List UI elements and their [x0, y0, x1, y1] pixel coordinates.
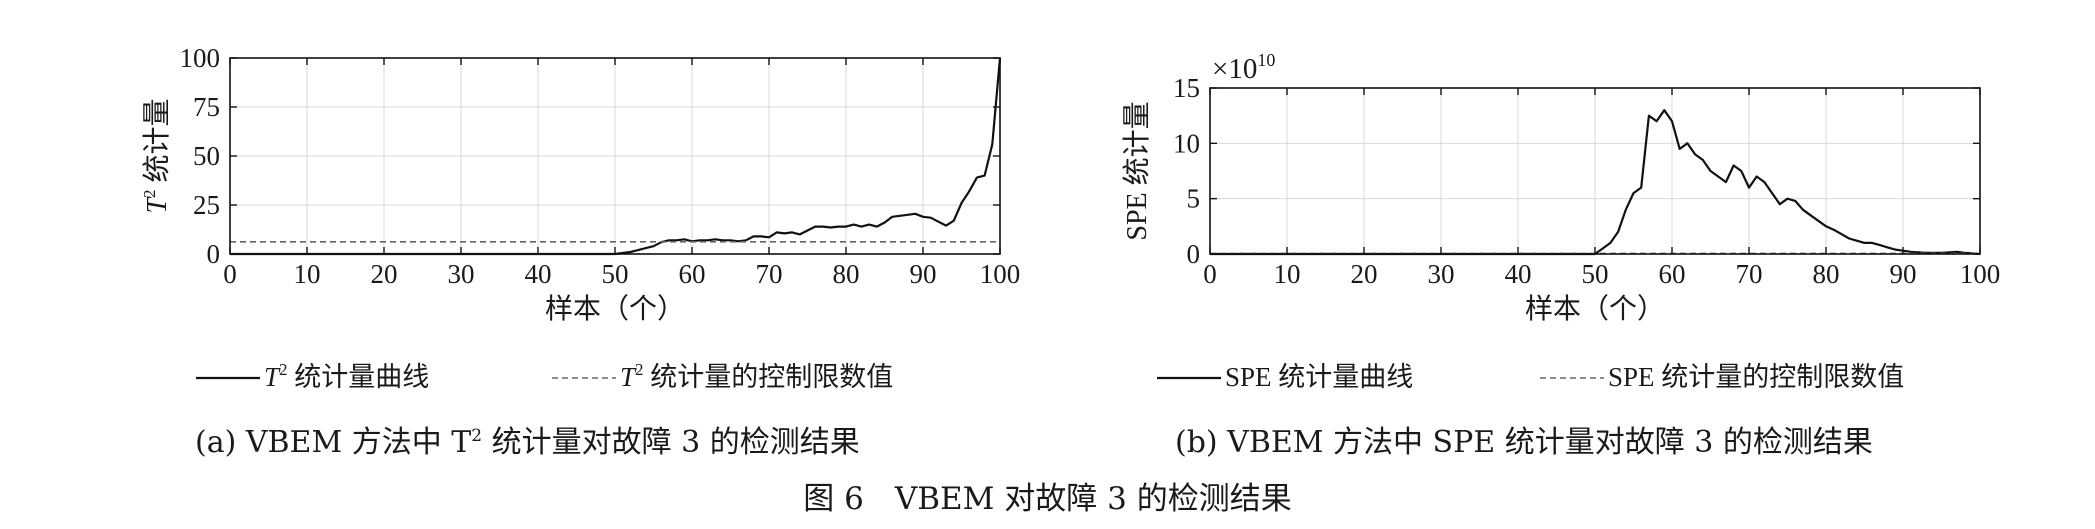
caption-a-suffix: 统计量对故障 3 的检测结果 [482, 425, 860, 460]
caption-b: (b) VBEM 方法中 SPE 统计量对故障 3 的检测结果 [1175, 428, 1873, 458]
y-tick-label: 5 [1187, 184, 1201, 214]
y-tick-label: 100 [180, 43, 221, 73]
x-tick-label: 20 [371, 259, 398, 289]
x-tick-label: 90 [910, 259, 937, 289]
x-tick-label: 40 [1505, 259, 1532, 289]
x-tick-label: 30 [448, 259, 475, 289]
y-axis-label: T2 统计量 [140, 98, 173, 213]
legend-label-suffix: 统计量的控制限数值 [644, 362, 894, 392]
y-axis-label: SPE 统计量 [1121, 101, 1153, 240]
x-tick-label: 90 [1890, 259, 1917, 289]
chart-b: 0 10 20 30 40 50 60 70 80 90 100051015×1010样本（个）SP… [1121, 50, 2001, 392]
x-axis-label: 样本（个） [545, 293, 685, 325]
y-tick-label: 50 [193, 141, 220, 171]
y-axis-label-main: T [142, 196, 173, 214]
chart-a: 0 10 20 30 40 50 60 70 80 90 100 0 25 50 75 100 样本（个） T2 … [140, 43, 1021, 392]
x-tick-label: 80 [1813, 259, 1840, 289]
y-tick-label: 0 [207, 239, 221, 269]
caption-a-sup: 2 [471, 426, 483, 446]
x-tick-label: 100 [980, 259, 1021, 289]
x-tick-label: 10 [1274, 259, 1301, 289]
x-tick-label: 80 [833, 259, 860, 289]
x-tick-label: 20 [1351, 259, 1378, 289]
y-tick-label: 15 [1173, 73, 1200, 103]
y-axis-label-suffix: 统计量 [141, 98, 173, 189]
figure-title: 图 6 VBEM 对故障 3 的检测结果 [803, 481, 1292, 517]
legend-label-sup: 2 [279, 360, 288, 379]
x-tick-label: 60 [1659, 259, 1686, 289]
legend-label-2: T2 统计量的控制限数值 [620, 360, 893, 392]
y-axis-label-main: SPE 统计量 [1121, 101, 1153, 240]
caption-a: (a) VBEM 方法中 T2 统计量对故障 3 的检测结果 [195, 428, 860, 458]
x-tick-label: 0 [1203, 259, 1217, 289]
y-scale-exponent: ×1010 [1212, 50, 1275, 85]
x-tick-label: 10 [294, 259, 321, 289]
x-tick-label: 60 [679, 259, 706, 289]
legend-label-1: T2 统计量曲线 [264, 360, 429, 392]
y-scale-exponent-sup: 10 [1257, 50, 1275, 70]
legend-label-1: SPE 统计量曲线 [1225, 362, 1413, 392]
x-tick-label: 50 [1582, 259, 1609, 289]
y-tick-label: 25 [193, 190, 220, 220]
x-tick-label: 30 [1428, 259, 1455, 289]
series-line-1 [230, 57, 1002, 256]
x-tick-label: 100 [1960, 259, 2001, 289]
legend-label-main: T [620, 362, 637, 392]
legend-label-main: SPE 统计量曲线 [1225, 362, 1413, 392]
y-tick-label: 0 [1187, 239, 1201, 269]
x-axis-label: 样本（个） [1525, 293, 1665, 325]
legend-label-suffix: 统计量曲线 [288, 362, 430, 392]
y-tick-label: 10 [1173, 128, 1200, 158]
x-tick-label: 40 [525, 259, 552, 289]
series-line-1 [1210, 108, 1981, 256]
x-tick-label: 70 [756, 259, 783, 289]
legend-label-main: SPE 统计量的控制限数值 [1608, 362, 1904, 392]
x-tick-label: 50 [602, 259, 629, 289]
caption-a-prefix: (a) VBEM 方法中 T [195, 425, 472, 460]
y-axis-label-sup: 2 [140, 189, 159, 198]
caption-b-text: (b) VBEM 方法中 SPE 统计量对故障 3 的检测结果 [1175, 425, 1873, 460]
legend-label-2: SPE 统计量的控制限数值 [1608, 362, 1904, 392]
legend-label-main: T [264, 362, 281, 392]
y-tick-label: 75 [193, 92, 220, 122]
x-tick-label: 70 [1736, 259, 1763, 289]
y-scale-exponent-base: ×10 [1212, 53, 1257, 85]
x-tick-label: 0 [223, 259, 237, 289]
legend-label-sup: 2 [635, 360, 644, 379]
